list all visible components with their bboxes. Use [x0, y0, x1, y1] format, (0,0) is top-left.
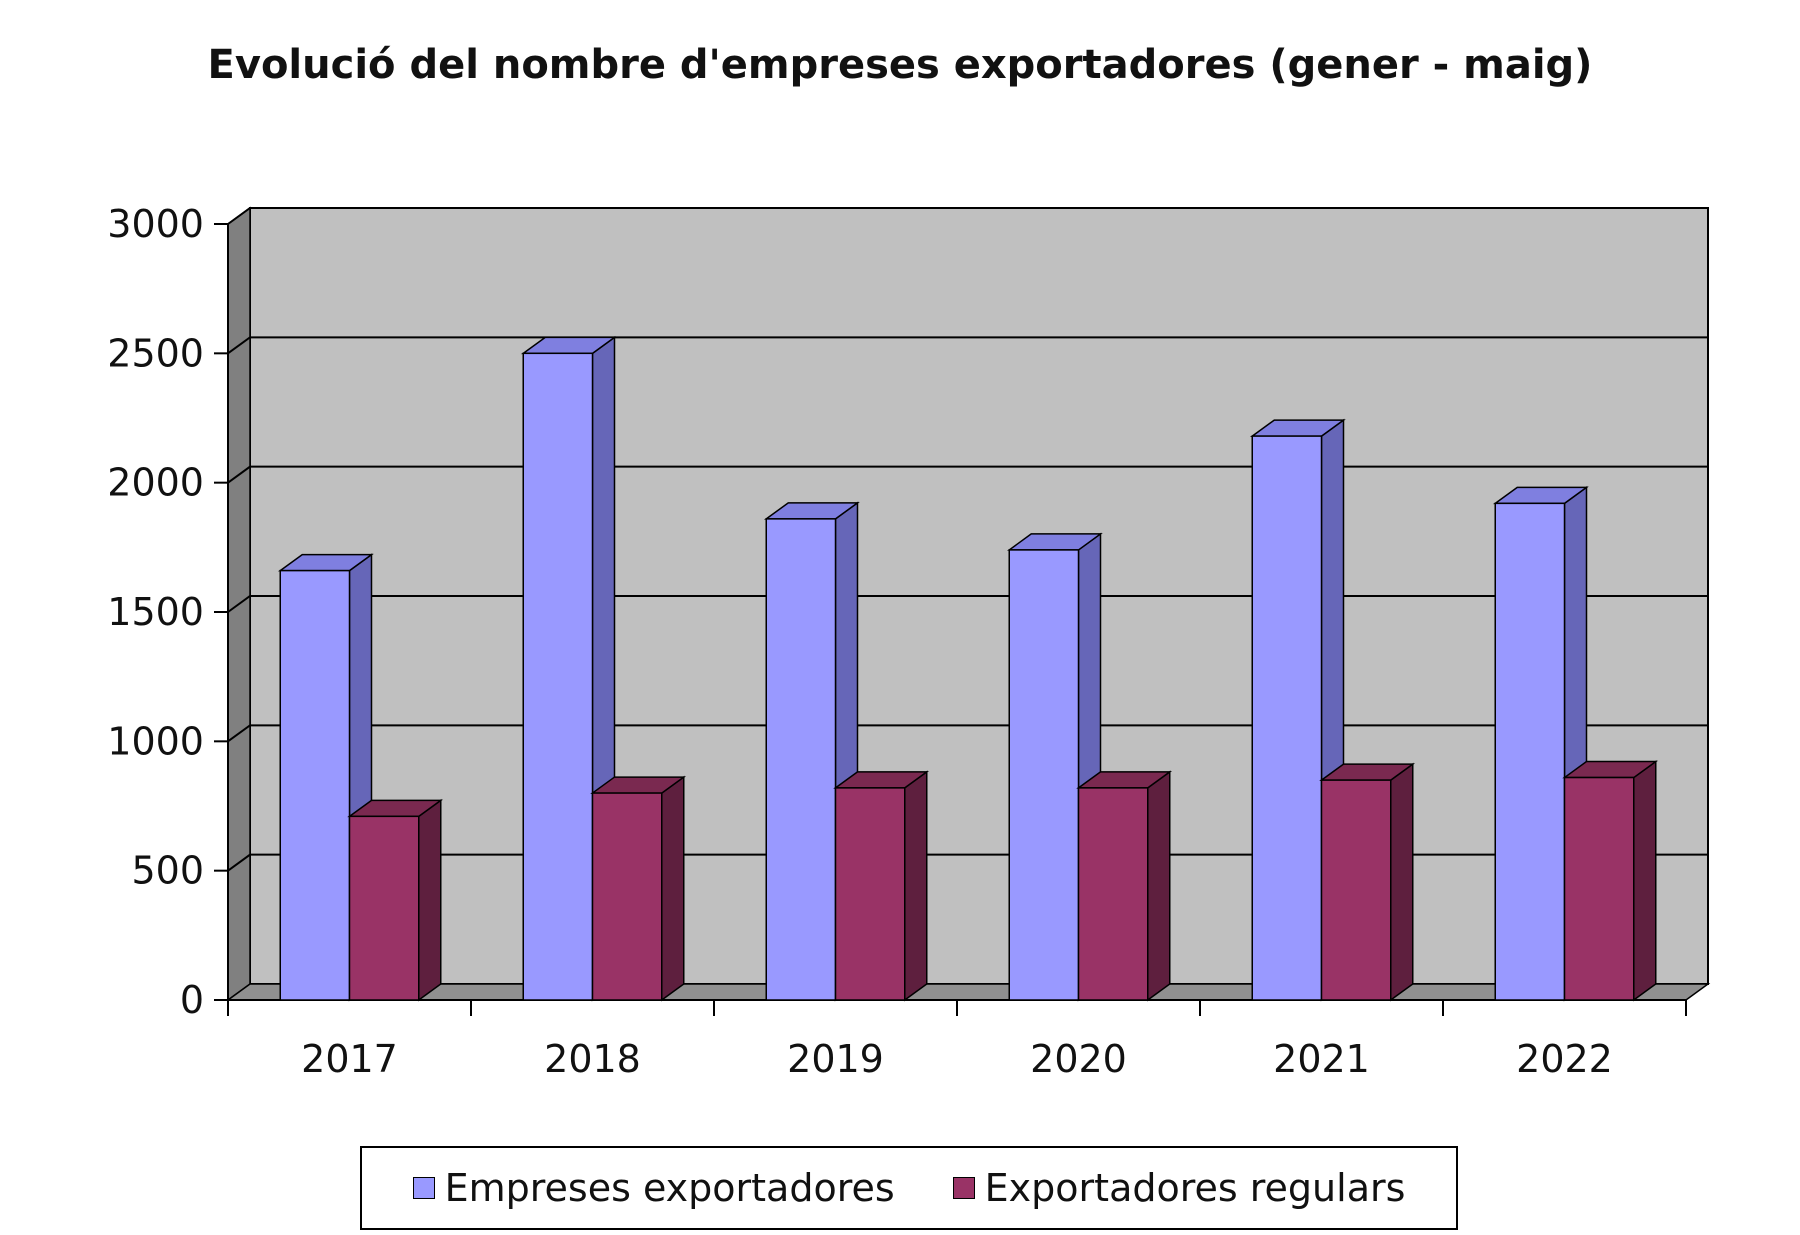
y-tick-label: 500 [131, 849, 204, 893]
legend-item: Empreses exportadores [412, 1166, 895, 1210]
x-tick-label: 2021 [1273, 1037, 1370, 1081]
gridline [227, 853, 1708, 872]
bar-front [1077, 787, 1149, 1001]
y-tick-label: 2000 [107, 461, 204, 505]
gridline [227, 336, 1708, 355]
bar [347, 798, 444, 1002]
bar [1319, 762, 1416, 1002]
bar-front [348, 815, 420, 1001]
bar-front [1251, 435, 1323, 1001]
x-tick-label: 2020 [1030, 1037, 1127, 1081]
bar-side [1633, 760, 1657, 1002]
x-tick-label: 2017 [301, 1037, 398, 1081]
bar-front [765, 518, 837, 1001]
legend-label: Empreses exportadores [444, 1166, 895, 1210]
bar-front [1494, 502, 1566, 1001]
bar-front [1563, 776, 1635, 1001]
bar-side [904, 770, 928, 1002]
bar-side [661, 775, 685, 1002]
chart-legend: Empreses exportadores Exportadores regula… [360, 1146, 1458, 1230]
bar [1562, 760, 1659, 1002]
bar-front [591, 792, 663, 1001]
gridline [227, 207, 1708, 225]
bar [590, 775, 687, 1002]
bar-side [1147, 770, 1171, 1002]
chart-title: Evolució del nombre d'empreses exportado… [207, 42, 1593, 88]
plot-floor [225, 983, 1711, 1001]
bar [1076, 770, 1173, 1002]
x-tick-label: 2022 [1516, 1037, 1613, 1081]
x-tick-label: 2019 [787, 1037, 884, 1081]
bar [833, 770, 930, 1002]
gridline [227, 465, 1708, 484]
legend-item: Exportadores regulars [952, 1166, 1406, 1210]
bar [277, 553, 374, 1002]
gridline [227, 595, 1708, 613]
y-tick-label: 3000 [107, 202, 204, 246]
bar-front [1320, 779, 1392, 1001]
y-tick-label: 2500 [107, 331, 204, 375]
bar-front [522, 352, 594, 1001]
bar-side [418, 798, 442, 1002]
bar-front [834, 787, 906, 1001]
y-tick-label: 1000 [107, 719, 204, 763]
y-tick-label: 1500 [107, 590, 204, 634]
gridline [227, 724, 1708, 743]
bar-front [279, 569, 351, 1001]
legend-swatch [412, 1177, 435, 1199]
legend-swatch [952, 1177, 975, 1199]
legend-label: Exportadores regulars [984, 1166, 1406, 1210]
bar-side [1390, 762, 1414, 1002]
y-tick-label: 0 [180, 978, 204, 1022]
bar-front [1008, 549, 1080, 1001]
x-tick-label: 2018 [544, 1037, 641, 1081]
